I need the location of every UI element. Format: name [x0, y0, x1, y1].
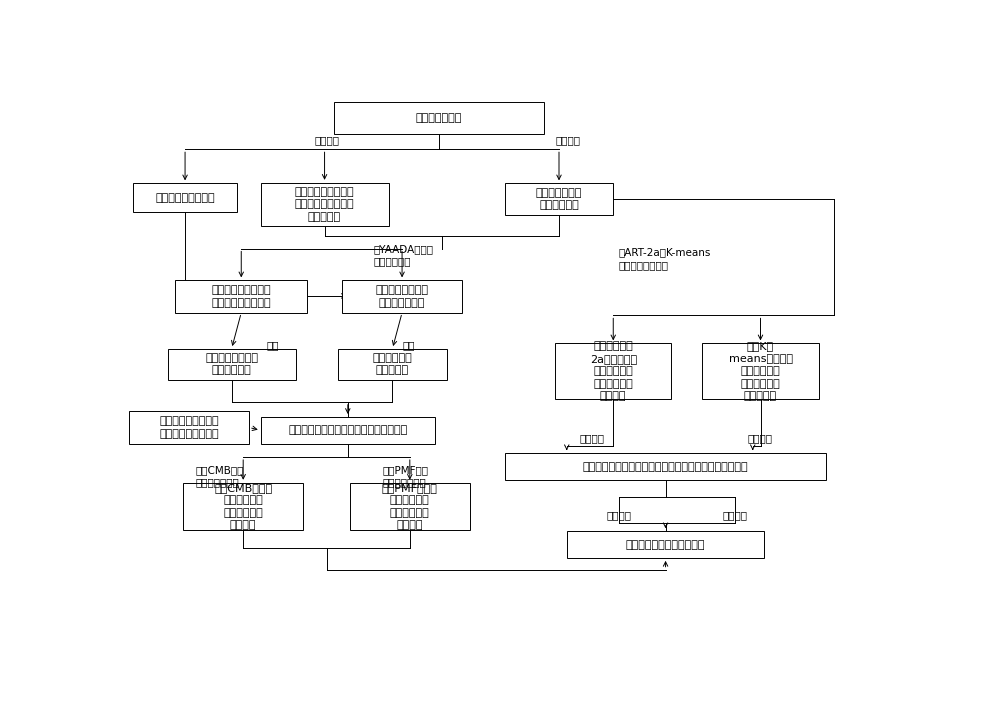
Text: 颗粒物在线成分数据: 颗粒物在线成分数据 — [155, 193, 215, 203]
Text: 定量: 定量 — [266, 340, 279, 350]
FancyBboxPatch shape — [567, 531, 764, 558]
FancyBboxPatch shape — [338, 349, 447, 379]
FancyBboxPatch shape — [702, 343, 819, 399]
Text: 目标大气颗粒物: 目标大气颗粒物 — [416, 113, 462, 123]
Text: 用YAADA软件包
进行初步整理: 用YAADA软件包 进行初步整理 — [373, 244, 433, 266]
Text: 基于PMF模型的
颗粒物类型库
和颗粒物时间
浓度矩阵: 基于PMF模型的 颗粒物类型库 和颗粒物时间 浓度矩阵 — [382, 483, 438, 530]
Text: 大气颗粒物实时源解析结果: 大气颗粒物实时源解析结果 — [626, 539, 705, 550]
Text: 优化组合: 优化组合 — [722, 510, 747, 520]
FancyBboxPatch shape — [350, 483, 470, 530]
Text: 基于K－
means分类方法
的颗粒物类型
库和颗粒物时
间浓度矩阵: 基于K－ means分类方法 的颗粒物类型 库和颗粒物时 间浓度矩阵 — [728, 342, 792, 401]
Text: 对比验证: 对比验证 — [748, 434, 773, 444]
Text: 离线测量: 离线测量 — [556, 135, 581, 146]
FancyBboxPatch shape — [555, 343, 671, 399]
Text: 不同粒径下的单颗
粒化学成分数据: 不同粒径下的单颗 粒化学成分数据 — [376, 285, 429, 308]
Text: 基于最优分类方法的颗粒物类型库和颗粒物时间浓度矩阵: 基于最优分类方法的颗粒物类型库和颗粒物时间浓度矩阵 — [583, 461, 748, 471]
FancyBboxPatch shape — [168, 349, 296, 379]
FancyBboxPatch shape — [261, 417, 435, 444]
Text: 定量后的多时间分辨率的单颗粒质谱数据: 定量后的多时间分辨率的单颗粒质谱数据 — [288, 425, 407, 435]
Text: 不同时间分辨率下
的量化系数库: 不同时间分辨率下 的量化系数库 — [205, 353, 258, 376]
FancyBboxPatch shape — [342, 280, 462, 313]
Text: 定量: 定量 — [402, 340, 415, 350]
Text: 对比验证: 对比验证 — [579, 434, 604, 444]
FancyBboxPatch shape — [175, 280, 307, 313]
Text: 基于CMB模型的
颗粒物类型库
和颗粒物时间
浓度矩阵: 基于CMB模型的 颗粒物类型库 和颗粒物时间 浓度矩阵 — [214, 483, 272, 530]
FancyBboxPatch shape — [505, 183, 613, 215]
Text: 利用PMF模型
进行受体源解析: 利用PMF模型 进行受体源解析 — [383, 465, 429, 487]
FancyBboxPatch shape — [129, 411, 249, 444]
FancyBboxPatch shape — [505, 453, 826, 480]
FancyBboxPatch shape — [334, 102, 544, 134]
Text: 目标区域大气环境颗
粒物已知的源谱数据: 目标区域大气环境颗 粒物已知的源谱数据 — [159, 416, 219, 439]
Text: 包含颗粒物的粒径和
成分信息的单颗粒在
线质谱数据: 包含颗粒物的粒径和 成分信息的单颗粒在 线质谱数据 — [295, 187, 354, 222]
FancyBboxPatch shape — [183, 483, 303, 530]
Text: 在线测量: 在线测量 — [315, 135, 340, 146]
Text: 分粒径的颗粒物
离线成分数据: 分粒径的颗粒物 离线成分数据 — [536, 188, 582, 211]
Text: 利用CMB模型
进行受体源解析: 利用CMB模型 进行受体源解析 — [195, 465, 244, 487]
Text: 基于ＡＲＴ－
2a分类方法的
颗粒物类型库
和颗粒物时间
浓度矩阵: 基于ＡＲＴ－ 2a分类方法的 颗粒物类型库 和颗粒物时间 浓度矩阵 — [590, 342, 637, 401]
Text: 不同时间分辨率下的
单颗粒化学成分数据: 不同时间分辨率下的 单颗粒化学成分数据 — [211, 285, 271, 308]
Text: 不同粒径下的
量化系数库: 不同粒径下的 量化系数库 — [372, 353, 412, 376]
Text: 优化组合: 优化组合 — [607, 510, 632, 520]
FancyBboxPatch shape — [133, 183, 237, 212]
FancyBboxPatch shape — [261, 182, 388, 226]
Text: 用ART-2a和K-means
分类方法进行分类: 用ART-2a和K-means 分类方法进行分类 — [619, 248, 711, 270]
